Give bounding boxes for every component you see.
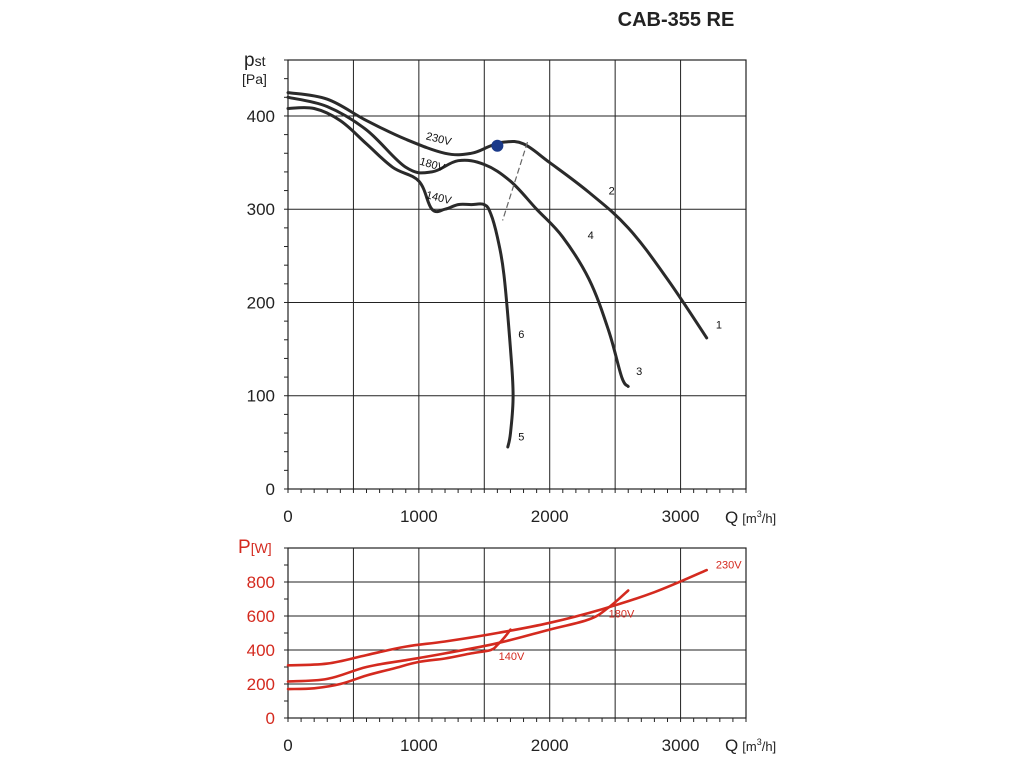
curve-number-label: 2: [609, 185, 615, 197]
pressure-y-subscript: st: [255, 53, 266, 69]
pressure-y-symbol: p: [244, 50, 255, 71]
power-x-unit-pre: [m: [742, 739, 756, 754]
operating-point-marker: [491, 139, 504, 152]
power-y-tick-label: 800: [247, 573, 275, 592]
pressure-y-tick-label: 300: [247, 200, 275, 219]
pressure-x-axis-label: Q [m3/h]: [725, 508, 776, 527]
pressure-grid: [287, 59, 747, 490]
power-y-symbol: P: [238, 537, 251, 558]
power-curve-230v: [286, 568, 708, 667]
power-x-axis-label: Q [m3/h]: [725, 736, 776, 755]
pressure-x-unit-sup: 3: [757, 509, 762, 519]
power-y-tick-label: 400: [247, 641, 275, 660]
power-frame: [287, 547, 747, 719]
pressure-tick-labels: 0 100 200 300 400 0 1000 2000 3000: [247, 107, 700, 526]
pressure-x-tick-label: 3000: [662, 507, 700, 526]
pressure-voltage-label: 230V: [425, 131, 453, 149]
pressure-frame: [287, 59, 747, 490]
power-y-tick-label: 600: [247, 607, 275, 626]
pressure-x-unit-post: /h]: [762, 511, 776, 526]
pressure-y-tick-label: 200: [247, 293, 275, 312]
power-grid: [287, 547, 747, 719]
power-tick-labels: 0 200 400 600 800 0 1000 2000 3000: [247, 573, 700, 755]
pressure-x-symbol: Q: [725, 508, 738, 527]
power-voltage-label: 230V: [716, 559, 742, 571]
pressure-x-tick-label: 1000: [400, 507, 438, 526]
pressure-y-axis-label: pst: [244, 50, 266, 71]
power-x-tick-label: 1000: [400, 736, 438, 755]
power-y-unit: [W]: [251, 540, 272, 556]
curve-number-label: 3: [636, 366, 642, 378]
power-voltage-label: 180V: [609, 609, 635, 621]
pressure-y-tick-label: 0: [266, 480, 275, 499]
pressure-minor-ticks: [284, 59, 747, 493]
power-x-unit-post: /h]: [762, 739, 776, 754]
power-curve-180v: [286, 589, 630, 683]
power-curves: [286, 568, 708, 691]
power-y-tick-label: 200: [247, 675, 275, 694]
power-curve-labels: 230V 180V 140V: [499, 559, 743, 663]
power-x-tick-label: 0: [283, 736, 292, 755]
chart-title: CAB-355 RE: [618, 9, 735, 31]
pressure-x-tick-label: 0: [283, 507, 292, 526]
max-flow-dashed-line: [502, 141, 529, 221]
power-x-tick-label: 3000: [662, 736, 700, 755]
pressure-curve-140v: [286, 106, 515, 449]
pressure-x-tick-label: 2000: [531, 507, 569, 526]
curve-number-label: 4: [588, 230, 594, 242]
power-y-tick-label: 0: [266, 709, 275, 728]
power-x-unit-sup: 3: [757, 737, 762, 747]
pressure-y-tick-label: 400: [247, 107, 275, 126]
power-curve-140v: [286, 628, 512, 691]
pressure-curves: [286, 91, 709, 449]
power-y-axis-label: P[W]: [238, 537, 272, 558]
curve-number-label: 6: [518, 329, 524, 341]
pressure-curve-180v: [286, 95, 630, 388]
power-x-symbol: Q: [725, 736, 738, 755]
curve-number-label: 5: [518, 432, 524, 444]
power-voltage-label: 140V: [499, 651, 525, 663]
power-minor-ticks: [284, 547, 747, 722]
pressure-x-unit-pre: [m: [742, 511, 756, 526]
power-x-tick-label: 2000: [531, 736, 569, 755]
curve-number-label: 1: [716, 320, 722, 332]
pressure-y-tick-label: 100: [247, 387, 275, 406]
pressure-y-unit: [Pa]: [242, 71, 267, 87]
